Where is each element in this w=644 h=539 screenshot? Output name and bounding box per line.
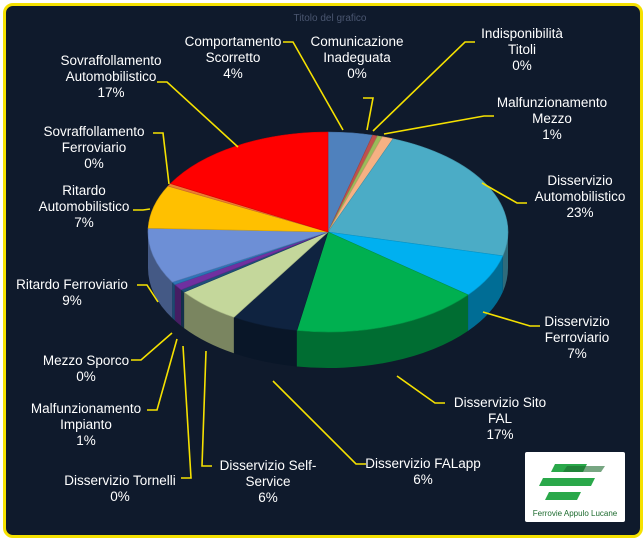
logo-text: Ferrovie Appulo Lucane [532, 509, 618, 518]
slice-side-9 [181, 289, 185, 329]
slice-label: Disservizio FALapp 6% [365, 456, 481, 487]
fal-logo-mark [539, 464, 605, 500]
slice-side-7 [233, 317, 297, 367]
leader-line [131, 332, 173, 361]
slice-label: Disservizio Ferroviario 7% [544, 314, 609, 361]
slice-label: Disservizio Tornelli 0% [64, 473, 176, 504]
leader-line [383, 115, 494, 135]
slice-label: Sovraffollamento Ferroviario 0% [43, 124, 144, 171]
pie-slice [147, 227, 329, 283]
slice-label: Malfunzionamento Impianto 1% [31, 401, 141, 448]
leader-line [481, 182, 527, 204]
leader-line [133, 208, 151, 211]
slice-label: Disservizio Sito FAL 17% [454, 395, 546, 442]
slice-label: Malfunzionamento Mezzo 1% [497, 95, 607, 142]
pie-slice [296, 231, 469, 333]
leader-line [201, 350, 212, 467]
leader-line [283, 41, 344, 131]
leader-line [372, 41, 475, 132]
fal-logo: Ferrovie Appulo Lucane [525, 452, 625, 522]
slice-label: Comunicazione Inadeguata 0% [310, 34, 403, 81]
leader-line [272, 380, 366, 465]
slice-label: Indisponibilità Titoli 0% [481, 26, 563, 73]
slice-label: Disservizio Automobilistico 23% [535, 173, 626, 220]
slice-label: Sovraffollamento Automobilistico 17% [60, 53, 161, 100]
slice-label: Ritardo Ferroviario 9% [16, 277, 128, 308]
slice-side-5 [468, 255, 503, 331]
slice-side-8 [184, 292, 234, 354]
leader-line [363, 97, 374, 131]
leader-line [396, 375, 445, 404]
slice-label: Comportamento Scorretto 4% [185, 34, 282, 81]
leader-line [147, 338, 178, 411]
slice-side-6 [296, 294, 469, 368]
slice-side-12 [148, 232, 173, 319]
slice-side-10 [174, 284, 182, 326]
leader-line [181, 345, 192, 479]
leader-line [137, 284, 159, 303]
slice-side-11 [172, 282, 175, 321]
leader-line [482, 311, 540, 327]
slice-label: Ritardo Automobilistico 7% [39, 183, 130, 230]
slice-label: Mezzo Sporco 0% [43, 353, 129, 384]
chart-title: Titolo del grafico [294, 13, 367, 24]
slice-side-4 [502, 232, 508, 292]
leader-line [153, 132, 170, 185]
leader-line [157, 81, 239, 148]
slice-label: Disservizio Self-Service 6% [220, 458, 317, 505]
